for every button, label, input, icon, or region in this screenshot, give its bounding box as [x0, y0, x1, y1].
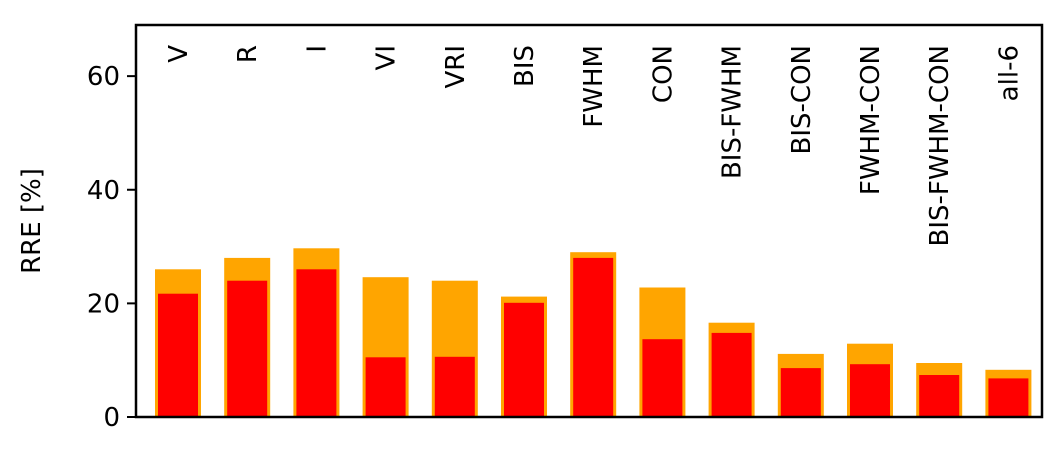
category-label-1: R: [233, 45, 263, 63]
y-tick-label-1: 20: [87, 289, 120, 319]
bar-red-0: [158, 293, 198, 417]
category-label-11: BIS-FWHM-CON: [925, 45, 955, 247]
bar-red-10: [850, 364, 890, 417]
bar-red-12: [988, 378, 1029, 417]
category-label-12: all-6: [994, 45, 1024, 101]
bar-red-11: [919, 375, 960, 417]
category-label-3: VI: [372, 45, 402, 70]
category-labels: V R I VI VRI BIS FWHM CON BIS-FWHM BIS-CON FWHM-CO…: [164, 45, 1024, 247]
bar-red-9: [780, 368, 821, 417]
y-axis-title: RRE [%]: [17, 168, 47, 274]
bar-red-5: [504, 302, 544, 417]
category-label-10: FWHM-CON: [856, 45, 886, 195]
category-label-4: VRI: [441, 45, 471, 89]
y-axis: 0 20 40 60: [87, 62, 136, 433]
bar-red-1: [227, 280, 268, 417]
bar-red-2: [296, 269, 337, 417]
category-label-0: V: [164, 45, 194, 63]
category-label-8: BIS-FWHM: [718, 45, 748, 179]
bar-series-red: [158, 257, 1029, 417]
bar-red-6: [573, 257, 614, 417]
category-label-2: I: [302, 45, 332, 53]
category-label-5: BIS: [510, 45, 540, 87]
category-label-6: FWHM: [579, 45, 609, 128]
bar-red-3: [365, 357, 406, 417]
bar-red-7: [642, 339, 683, 417]
bar-red-4: [434, 356, 475, 417]
bar-red-8: [711, 332, 752, 417]
y-tick-label-0: 0: [103, 403, 120, 433]
y-tick-label-3: 60: [87, 62, 120, 92]
plot-frame: [134, 23, 1044, 419]
category-label-7: CON: [648, 45, 678, 103]
category-label-9: BIS-CON: [787, 45, 817, 154]
y-tick-label-2: 40: [87, 176, 120, 206]
